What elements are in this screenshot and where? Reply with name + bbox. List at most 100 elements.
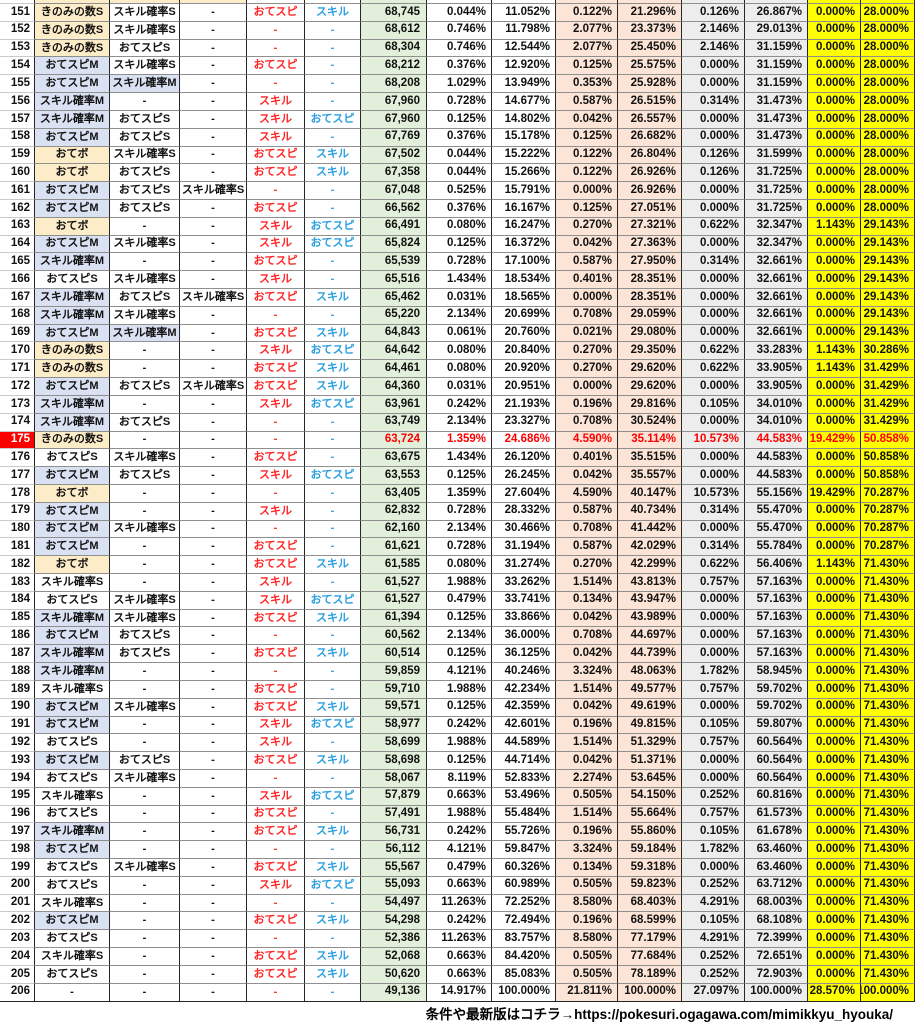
cell-rank: 176 [0, 449, 35, 468]
cell-score: 55,093 [361, 876, 427, 895]
cell-pct-4-cum: 71.430% [861, 734, 915, 753]
table-row: 161 おてスピM おてスピS スキル確率S - -67,048 0.525% 15.791%… [0, 182, 915, 200]
cell-pct-2: 0.042% [556, 235, 618, 254]
cell-pct-1-cum: 20.840% [492, 342, 556, 361]
cell-pct-2-cum: 68.403% [618, 894, 682, 913]
cell-nature-up: スキル [305, 324, 361, 343]
table-row: 153 きのみの数S おてスピS - - -68,304 0.746% 12.544% 2.07… [0, 39, 915, 58]
cell-main-skill: おてスピM [35, 75, 110, 94]
cell-pct-1: 4.121% [427, 841, 492, 859]
cell-nature-down: おてスピ [247, 823, 305, 842]
cell-pct-2-cum: 29.816% [618, 395, 682, 414]
cell-pct-2-cum: 21.296% [618, 4, 682, 22]
cell-pct-2: 0.270% [556, 217, 618, 236]
cell-pct-1: 11.263% [427, 930, 492, 949]
cell-main-skill: スキル確率M [35, 289, 110, 307]
cell-subskill-2: スキル確率S [110, 520, 180, 539]
cell-pct-4: 28.570% [808, 983, 861, 1002]
table-row: 206- - - - -49,136 14.917% 100.000% 21.811% 100.… [0, 983, 915, 1002]
cell-main-skill: おてボ [35, 484, 110, 503]
table-row: 151 きのみの数S スキル確率S - おてスピ スキル 68,745 0.044% 11.05… [0, 4, 915, 22]
cell-main-skill: スキル確率M [35, 663, 110, 681]
cell-pct-1: 2.134% [427, 306, 492, 325]
cell-main-skill: スキル確率M [35, 823, 110, 842]
cell-subskill-2: - [110, 217, 180, 236]
table-row: 180 おてスピM スキル確率S - - -62,160 2.134% 30.466% 0.70… [0, 520, 915, 539]
cell-pct-1-cum: 31.194% [492, 538, 556, 557]
table-row: 203 おてスピS - - - -52,386 11.263% 83.757% 8.580% 77… [0, 930, 915, 949]
cell-pct-3: 0.000% [682, 859, 745, 877]
cell-pct-3-cum: 31.473% [745, 110, 808, 129]
cell-score: 57,491 [361, 805, 427, 824]
cell-pct-2-cum: 41.442% [618, 520, 682, 539]
cell-main-skill: きのみの数S [35, 4, 110, 22]
cell-pct-3-cum: 32.661% [745, 271, 808, 289]
cell-nature-down: おてスピ [247, 680, 305, 699]
cell-pct-4: 0.000% [808, 324, 861, 343]
cell-pct-2: 1.514% [556, 734, 618, 753]
cell-main-skill: スキル確率S [35, 574, 110, 592]
table-row: 190 おてスピM スキル確率S - おてスピ スキル 59,571 0.125% 42.359… [0, 698, 915, 717]
cell-score: 68,304 [361, 39, 427, 58]
cell-rank: 188 [0, 663, 35, 681]
cell-pct-4-cum: 71.430% [861, 716, 915, 735]
cell-subskill-2: スキル確率S [110, 859, 180, 877]
cell-pct-2-cum: 35.515% [618, 449, 682, 468]
cell-subskill-3: - [180, 876, 247, 895]
cell-rank: 187 [0, 645, 35, 664]
cell-pct-3-cum: 32.347% [745, 235, 808, 254]
cell-score: 56,731 [361, 823, 427, 842]
cell-pct-2: 3.324% [556, 663, 618, 681]
cell-nature-up: スキル [305, 289, 361, 307]
cell-subskill-2: スキル確率S [110, 146, 180, 165]
cell-pct-4-cum: 28.000% [861, 110, 915, 129]
cell-nature-up: スキル [305, 556, 361, 574]
cell-pct-1: 0.242% [427, 912, 492, 931]
cell-pct-4: 0.000% [808, 965, 861, 984]
cell-pct-1: 11.263% [427, 894, 492, 913]
cell-subskill-3: - [180, 110, 247, 129]
cell-subskill-3: - [180, 734, 247, 753]
cell-nature-down: おてスピ [247, 449, 305, 468]
cell-subskill-2: おてスピS [110, 413, 180, 432]
cell-pct-1-cum: 60.989% [492, 876, 556, 895]
cell-nature-up: - [305, 306, 361, 325]
cell-pct-1-cum: 40.246% [492, 663, 556, 681]
cell-pct-2: 1.514% [556, 574, 618, 592]
cell-pct-3: 0.314% [682, 502, 745, 521]
cell-rank: 201 [0, 894, 35, 913]
cell-subskill-2: - [110, 484, 180, 503]
cell-score: 61,585 [361, 556, 427, 574]
cell-pct-4-cum: 71.430% [861, 787, 915, 806]
cell-nature-down: スキル [247, 93, 305, 111]
table-row: 170 きのみの数S - - スキル おてスピ 64,642 0.080% 20.840% 0.2… [0, 342, 915, 361]
cell-subskill-2: - [110, 556, 180, 574]
cell-score: 54,298 [361, 912, 427, 931]
cell-nature-down: - [247, 413, 305, 432]
cell-pct-1: 0.479% [427, 859, 492, 877]
cell-pct-1: 14.917% [427, 983, 492, 1002]
cell-subskill-3: - [180, 484, 247, 503]
cell-pct-4: 0.000% [808, 769, 861, 788]
cell-pct-3-cum: 61.573% [745, 805, 808, 824]
cell-pct-1: 0.663% [427, 787, 492, 806]
cell-pct-1: 0.746% [427, 21, 492, 40]
cell-pct-1-cum: 33.866% [492, 609, 556, 628]
cell-pct-4-cum: 71.430% [861, 574, 915, 592]
table-row: 173 スキル確率M - - スキル おてスピ 63,961 0.242% 21.193% 0.1… [0, 395, 915, 414]
cell-nature-down: おてスピ [247, 164, 305, 183]
cell-nature-up: おてスピ [305, 395, 361, 414]
cell-main-skill: スキル確率M [35, 110, 110, 129]
cell-pct-3-cum: 59.702% [745, 680, 808, 699]
cell-pct-4: 19.429% [808, 484, 861, 503]
table-row: 174 スキル確率M おてスピS - - -63,749 2.134% 23.327% 0.70… [0, 413, 915, 432]
cell-pct-1: 4.121% [427, 663, 492, 681]
cell-pct-4-cum: 71.430% [861, 680, 915, 699]
cell-nature-down: おてスピ [247, 948, 305, 966]
cell-pct-4-cum: 71.430% [861, 823, 915, 842]
cell-pct-2: 0.042% [556, 467, 618, 485]
cell-pct-2: 0.042% [556, 609, 618, 628]
cell-pct-2-cum: 25.575% [618, 57, 682, 76]
cell-score: 66,562 [361, 199, 427, 218]
cell-pct-4-cum: 31.429% [861, 413, 915, 432]
